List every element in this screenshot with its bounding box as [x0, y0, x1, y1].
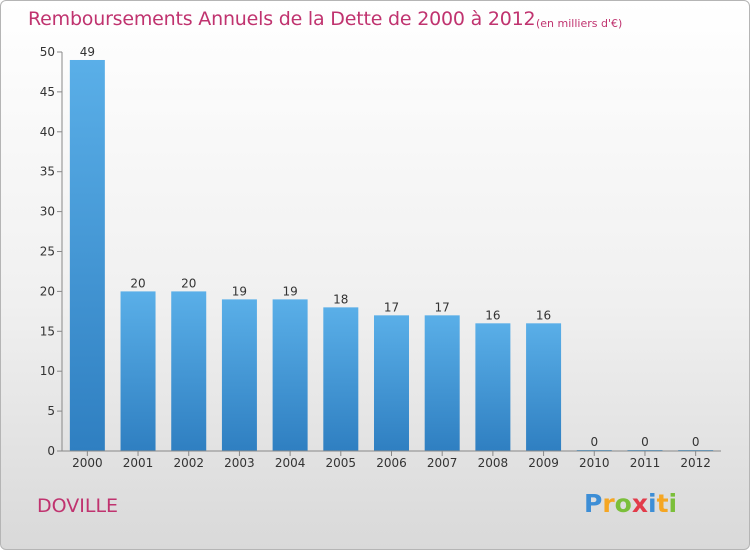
logo-letter: x [631, 489, 648, 518]
chart-subtitle: (en milliers d'€) [536, 17, 623, 30]
logo-letter: P [584, 489, 603, 518]
bar-2006 [374, 315, 409, 451]
commune-name: DOVILLE [37, 495, 119, 517]
y-tick-label: 20 [40, 284, 55, 298]
value-label-2010: 0 [590, 435, 598, 449]
bar-2008 [475, 323, 511, 451]
value-label-2008: 16 [485, 308, 500, 322]
x-tick-label-2000: 2000 [72, 456, 103, 470]
bar-2001 [120, 291, 156, 451]
x-tick-label-2009: 2009 [528, 456, 559, 470]
bar-2009 [526, 323, 562, 451]
value-label-2005: 18 [333, 292, 348, 306]
value-label-2012: 0 [692, 435, 700, 449]
x-tick-label-2001: 2001 [123, 456, 154, 470]
value-label-2009: 16 [536, 308, 551, 322]
proxiti-logo: Proxiti [584, 489, 677, 518]
y-tick-label: 10 [40, 364, 55, 378]
y-tick-label: 35 [40, 165, 55, 179]
x-tick-label-2012: 2012 [680, 456, 711, 470]
x-tick-label-2011: 2011 [630, 456, 661, 470]
y-tick-label: 50 [40, 45, 55, 59]
value-label-2003: 19 [232, 284, 247, 298]
x-tick-label-2007: 2007 [427, 456, 458, 470]
x-axis: 2000 2001 2002 2003 2004 2005 2006 2007 2008 2009… [62, 450, 721, 470]
chart-title: Remboursements Annuels de la Dette de 20… [28, 8, 536, 30]
x-tick-label-2008: 2008 [478, 456, 509, 470]
logo-letter: i [648, 489, 657, 518]
value-label-2000: 49 [80, 45, 95, 59]
bars: 49 20 20 19 19 18 17 17 16 16 0 0 0 [69, 45, 714, 451]
x-tick-label-2004: 2004 [275, 456, 306, 470]
x-tick-label-2003: 2003 [224, 456, 255, 470]
y-tick-label: 30 [40, 205, 55, 219]
bar-2007 [424, 315, 460, 451]
x-tick-label-2010: 2010 [579, 456, 610, 470]
logo-letter: r [602, 489, 615, 518]
bar-2000 [69, 59, 105, 451]
y-tick-label: 45 [40, 85, 55, 99]
value-label-2004: 19 [282, 284, 297, 298]
logo-letter: o [614, 489, 632, 518]
value-label-2006: 17 [384, 300, 399, 314]
bar-2004 [272, 299, 308, 451]
value-label-2001: 20 [130, 276, 145, 290]
x-tick-label-2006: 2006 [376, 456, 407, 470]
x-tick-label-2002: 2002 [173, 456, 204, 470]
y-axis: 0 5 10 15 20 25 30 35 40 45 50 [40, 45, 63, 458]
y-tick-label: 15 [40, 324, 55, 338]
y-tick-label: 0 [47, 444, 55, 458]
bar-2003 [221, 299, 257, 451]
bar-2002 [171, 291, 207, 451]
logo-letter: t [656, 489, 669, 518]
value-label-2007: 17 [435, 300, 450, 314]
y-tick-label: 25 [40, 245, 55, 259]
bar-2005 [323, 307, 359, 451]
x-tick-label-2005: 2005 [326, 456, 357, 470]
logo-letter: i [668, 489, 678, 518]
value-label-2011: 0 [641, 435, 649, 449]
y-tick-label: 40 [40, 125, 55, 139]
y-tick-label: 5 [47, 404, 55, 418]
value-label-2002: 20 [181, 276, 196, 290]
